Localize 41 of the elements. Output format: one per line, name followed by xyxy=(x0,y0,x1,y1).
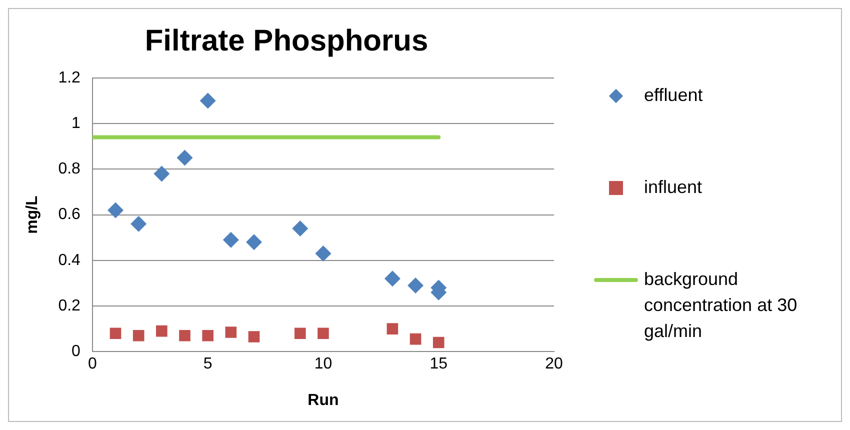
chart-title: Filtrate Phosphorus xyxy=(144,24,428,58)
point xyxy=(292,220,308,236)
point xyxy=(294,328,306,340)
point xyxy=(386,323,398,334)
y-tick-label: 0.4 xyxy=(58,252,81,269)
y-tick-label: 1.2 xyxy=(58,69,81,86)
legend-label: background concentration at 30 gal/min xyxy=(644,268,798,343)
point xyxy=(200,92,216,109)
y-axis-title: mg/L xyxy=(24,195,42,234)
point xyxy=(408,277,424,294)
point xyxy=(156,325,168,337)
point xyxy=(132,330,144,342)
point xyxy=(318,328,329,340)
point xyxy=(222,232,239,248)
point xyxy=(176,150,193,166)
point xyxy=(432,336,444,348)
x-tick-label: 20 xyxy=(545,356,563,373)
y-tick-label: 0.6 xyxy=(58,206,81,224)
point xyxy=(225,326,237,338)
y-tick-label: 0.8 xyxy=(58,160,81,178)
x-tick-label: 5 xyxy=(203,356,212,373)
x-axis-title: Run xyxy=(308,392,339,409)
point xyxy=(315,246,332,262)
point xyxy=(154,166,170,182)
point xyxy=(410,333,422,345)
point xyxy=(246,234,262,250)
point xyxy=(384,270,400,287)
point xyxy=(179,330,190,342)
y-tick-label: 0 xyxy=(72,343,81,360)
y-tick-label: 0.2 xyxy=(58,297,81,314)
point xyxy=(108,202,124,218)
point xyxy=(248,331,260,342)
y-tick-label: 1 xyxy=(72,115,81,132)
legend-label: effluent xyxy=(644,84,704,107)
point xyxy=(202,330,214,342)
x-tick-label: 15 xyxy=(430,356,448,373)
x-tick-label: 0 xyxy=(88,356,97,373)
legend-label: influent xyxy=(644,176,704,199)
point xyxy=(130,216,147,232)
x-tick-label: 10 xyxy=(314,356,332,373)
point xyxy=(110,328,122,340)
